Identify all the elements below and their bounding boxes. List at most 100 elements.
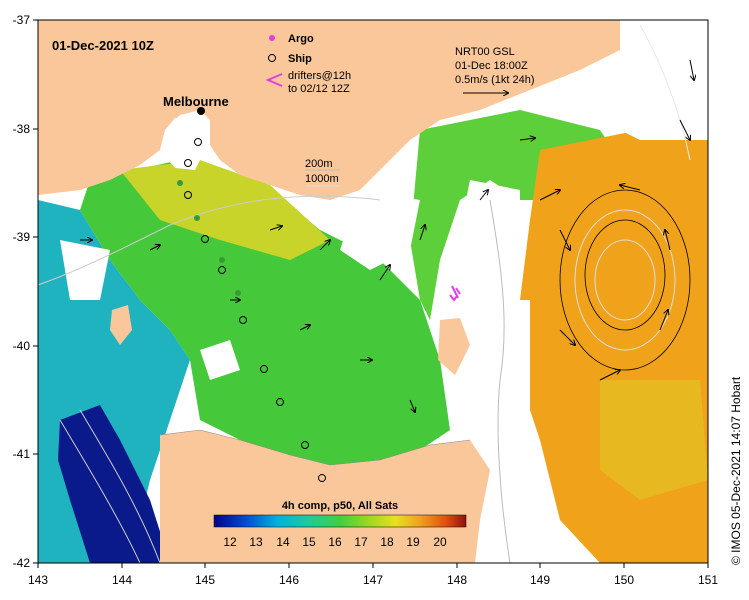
current-arrow xyxy=(519,138,535,140)
y-tick-label: -42 xyxy=(13,556,31,570)
cloud-patch xyxy=(470,300,540,563)
land-tasmania xyxy=(160,430,490,563)
map-plot-area xyxy=(38,20,708,563)
ship-station-marker xyxy=(184,159,192,167)
sst-warm-region xyxy=(120,160,330,260)
symbol-legend: Argo Ship drifters@12h to 02/12 12Z xyxy=(265,33,351,95)
current-arrow xyxy=(409,399,415,412)
land-king-island xyxy=(110,305,132,345)
colorbar-gradient xyxy=(213,514,467,528)
contour-line xyxy=(79,409,161,563)
drifter-track xyxy=(449,294,458,302)
y-axis-labels: -37 -38 -39 -40 -41 -42 xyxy=(13,13,31,570)
colorbar: 4h comp, p50, All Sats 12 13 14 15 16 17… xyxy=(213,500,467,549)
current-arrow xyxy=(539,190,560,201)
ship-station-marker xyxy=(260,365,268,373)
land-victoria xyxy=(38,20,620,200)
contour-line xyxy=(489,199,511,563)
colorbar-tick: 20 xyxy=(433,535,447,549)
sst-mid-region xyxy=(80,160,450,470)
current-arrow xyxy=(149,245,160,251)
argo-float-marker xyxy=(219,257,225,263)
current-info-source: NRT00 GSL xyxy=(455,46,515,58)
legend-drifters-1: drifters@12h xyxy=(288,70,351,82)
current-arrow xyxy=(559,229,570,250)
current-arrow xyxy=(559,329,575,345)
current-info-scale: 0.5m/s (1kt 24h) xyxy=(455,74,534,86)
ship-station-marker xyxy=(218,266,226,274)
argo-legend-icon xyxy=(269,35,275,41)
current-arrow xyxy=(319,240,330,251)
current-arrow xyxy=(479,190,488,201)
x-tick-label: 149 xyxy=(530,573,550,587)
contour-1000m-label: 1000m xyxy=(305,173,339,185)
ship-station-marker xyxy=(239,316,247,324)
current-arrow xyxy=(599,370,620,381)
ship-legend-icon xyxy=(268,54,276,62)
ship-station-marker xyxy=(276,398,284,406)
y-tick-label: -40 xyxy=(13,339,31,353)
land-flinders-island xyxy=(438,318,470,375)
current-arrow xyxy=(299,325,310,331)
colorbar-tick: 14 xyxy=(276,535,290,549)
current-arrow xyxy=(689,59,694,80)
y-tick-label: -39 xyxy=(13,230,31,244)
x-tick-label: 145 xyxy=(195,573,215,587)
ship-station-marker xyxy=(201,235,209,243)
credit-text: © IMOS 05-Dec-2021 14:07 Hobart xyxy=(729,376,743,565)
contour-line xyxy=(639,24,691,161)
map-datetime: 01-Dec-2021 10Z xyxy=(52,38,154,53)
argo-float-marker xyxy=(194,215,200,221)
ship-stations xyxy=(184,138,326,482)
current-arrow xyxy=(665,230,671,251)
x-tick-label: 147 xyxy=(363,573,383,587)
eddy-streamline xyxy=(574,209,676,351)
argo-float-marker xyxy=(177,180,183,186)
current-vectors xyxy=(80,59,694,412)
argo-float-marker xyxy=(235,290,241,296)
axis-ticks xyxy=(33,19,709,568)
sst-warm-east-region xyxy=(600,380,708,500)
colorbar-tick: 16 xyxy=(328,535,342,549)
ship-station-marker xyxy=(184,191,192,199)
eddy-streamline xyxy=(559,189,691,371)
x-tick-label: 148 xyxy=(447,573,467,587)
drifter-track xyxy=(455,287,461,295)
current-info: NRT00 GSL 01-Dec 18:00Z 0.5m/s (1kt 24h) xyxy=(455,46,534,93)
current-arrow xyxy=(659,310,668,331)
melbourne-marker xyxy=(197,107,205,115)
colorbar-tick: 17 xyxy=(354,535,368,549)
y-tick-label: -41 xyxy=(13,447,31,461)
current-arrow xyxy=(620,185,641,191)
argo-floats xyxy=(177,180,241,296)
legend-drifters-2: to 02/12 12Z xyxy=(288,83,350,95)
eddy-streamline xyxy=(594,239,656,321)
contour-200m-label: 200m xyxy=(305,158,333,170)
colorbar-tick: 15 xyxy=(302,535,316,549)
x-tick-label: 146 xyxy=(279,573,299,587)
ship-station-marker xyxy=(318,474,326,482)
ship-station-marker xyxy=(194,138,202,146)
legend-argo: Argo xyxy=(288,33,314,45)
x-tick-label: 144 xyxy=(112,573,132,587)
y-tick-label: -37 xyxy=(13,13,31,27)
current-arrow xyxy=(679,119,690,140)
x-tick-label: 150 xyxy=(614,573,634,587)
ship-station-marker xyxy=(301,441,309,449)
port-phillip-bay xyxy=(160,115,205,170)
city-label-melbourne: Melbourne xyxy=(163,94,229,109)
colorbar-title: 4h comp, p50, All Sats xyxy=(282,500,398,512)
y-tick-label: -38 xyxy=(13,122,31,136)
x-tick-label: 143 xyxy=(28,573,48,587)
drifter-legend-icon xyxy=(265,73,283,87)
cloud-patch xyxy=(600,20,708,140)
contour-line xyxy=(38,195,381,286)
legend-ship: Ship xyxy=(288,53,312,65)
sst-cold-region xyxy=(58,405,170,563)
contour-line xyxy=(59,419,141,563)
colorbar-tick: 12 xyxy=(223,535,237,549)
cloud-patch xyxy=(200,340,240,380)
colorbar-tick: 18 xyxy=(380,535,394,549)
colorbar-tick: 13 xyxy=(249,535,263,549)
